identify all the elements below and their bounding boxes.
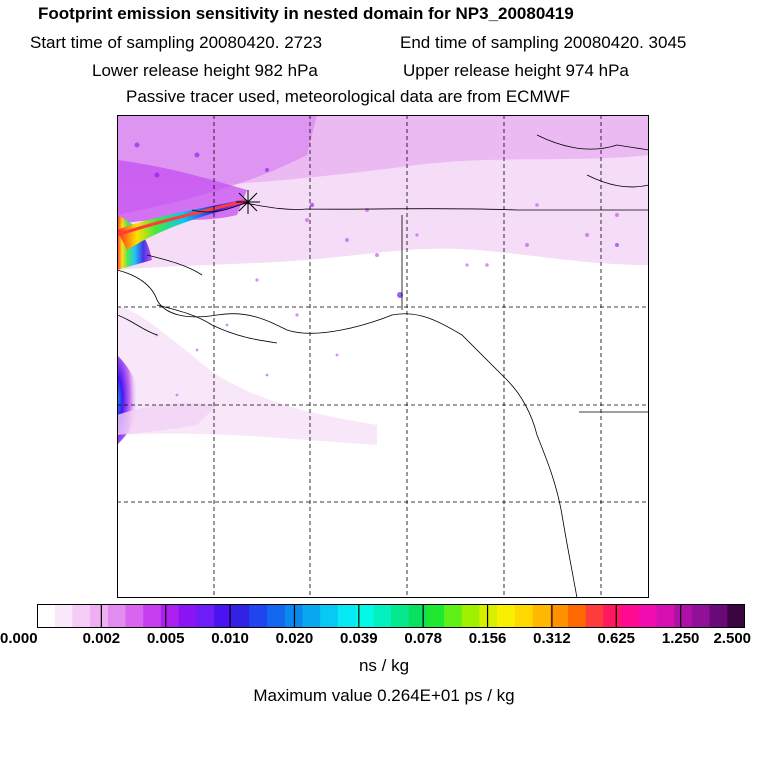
colorbar-swatch xyxy=(37,604,56,628)
colorbar-swatch xyxy=(125,604,144,628)
footprint-map xyxy=(117,115,649,598)
colorbar-swatch xyxy=(214,604,233,628)
colorbar-swatch xyxy=(408,604,427,628)
colorbar-tick-label: 0.312 xyxy=(533,630,571,647)
release-site-marker xyxy=(236,190,260,214)
colorbar-swatch xyxy=(196,604,215,628)
colorbar-tick-label: 1.250 xyxy=(661,630,700,647)
sensitivity-field xyxy=(117,115,649,445)
tracer-info: Passive tracer used, meteorological data… xyxy=(126,87,571,106)
colorbar-swatch xyxy=(691,604,711,628)
colorbar-swatch xyxy=(302,604,321,628)
colorbar-swatch xyxy=(178,604,197,628)
lower-height-label: Lower release height 982 hPa xyxy=(92,61,318,80)
colorbar-swatch xyxy=(550,604,569,628)
colorbar-swatch xyxy=(143,604,162,628)
colorbar-swatch xyxy=(231,604,250,628)
colorbar-tick-label: 0.000 xyxy=(0,630,38,647)
colorbar-swatch xyxy=(479,604,498,628)
coastlines xyxy=(117,134,649,598)
colorbar-swatch xyxy=(568,604,587,628)
colorbar-swatch xyxy=(426,604,445,628)
end-time-label: End time of sampling 20080420. 3045 xyxy=(400,33,687,52)
colorbar-swatch xyxy=(337,604,357,628)
colorbar-tick-label: 0.010 xyxy=(211,630,249,647)
colorbar-swatch xyxy=(514,604,534,628)
colorbar-swatch xyxy=(160,604,180,628)
colorbar-swatch xyxy=(727,604,745,628)
colorbar-swatch xyxy=(603,604,622,628)
colorbar-swatch xyxy=(267,604,286,628)
colorbar-swatch xyxy=(709,604,728,628)
colorbar-swatch xyxy=(444,604,463,628)
colorbar-tick-label: 2.500 xyxy=(713,630,752,647)
colorbar-swatch xyxy=(320,604,339,628)
maximum-value: Maximum value 0.264E+01 ps / kg xyxy=(253,686,515,705)
colorbar-tick-label: 0.005 xyxy=(146,630,185,647)
colorbar-tick-label: 0.625 xyxy=(597,630,636,647)
colorbar-swatch xyxy=(107,604,126,628)
colorbar-swatch xyxy=(638,604,657,628)
colorbar-swatch xyxy=(355,604,374,628)
colorbar-swatch xyxy=(249,604,268,628)
colorbar-swatch xyxy=(656,604,675,628)
map-frame xyxy=(117,115,649,598)
colorbar-tick-label: 0.156 xyxy=(468,630,507,647)
colorbar-tick-label: 0.002 xyxy=(82,630,121,647)
colorbar-frame xyxy=(37,604,745,628)
colorbar-swatch xyxy=(54,604,73,628)
colorbar-ticks: 0.000 0.002 0.005 0.010 0.020 0.039 0.078 0.156… xyxy=(0,630,768,650)
graticule xyxy=(117,115,649,598)
colorbar-swatch xyxy=(621,604,640,628)
colorbar-units: ns / kg xyxy=(358,656,410,675)
colorbar-swatch xyxy=(373,604,392,628)
colorbar-swatch xyxy=(497,604,516,628)
colorbar-swatch xyxy=(532,604,551,628)
colorbar-tick-label: 0.039 xyxy=(340,630,378,647)
colorbar-swatch xyxy=(72,604,91,628)
map-title: Footprint emission sensitivity in nested… xyxy=(38,4,574,23)
colorbar xyxy=(37,604,745,628)
colorbar-swatch xyxy=(391,604,410,628)
colorbar-swatch xyxy=(585,604,604,628)
colorbar-tick-label: 0.020 xyxy=(275,630,314,647)
colorbar-swatch xyxy=(90,604,109,628)
upper-height-label: Upper release height 974 hPa xyxy=(403,61,629,80)
colorbar-tick-label: 0.078 xyxy=(404,630,442,647)
start-time-label: Start time of sampling 20080420. 2723 xyxy=(30,33,323,52)
colorbar-swatch xyxy=(461,604,480,628)
colorbar-swatch xyxy=(674,604,693,628)
